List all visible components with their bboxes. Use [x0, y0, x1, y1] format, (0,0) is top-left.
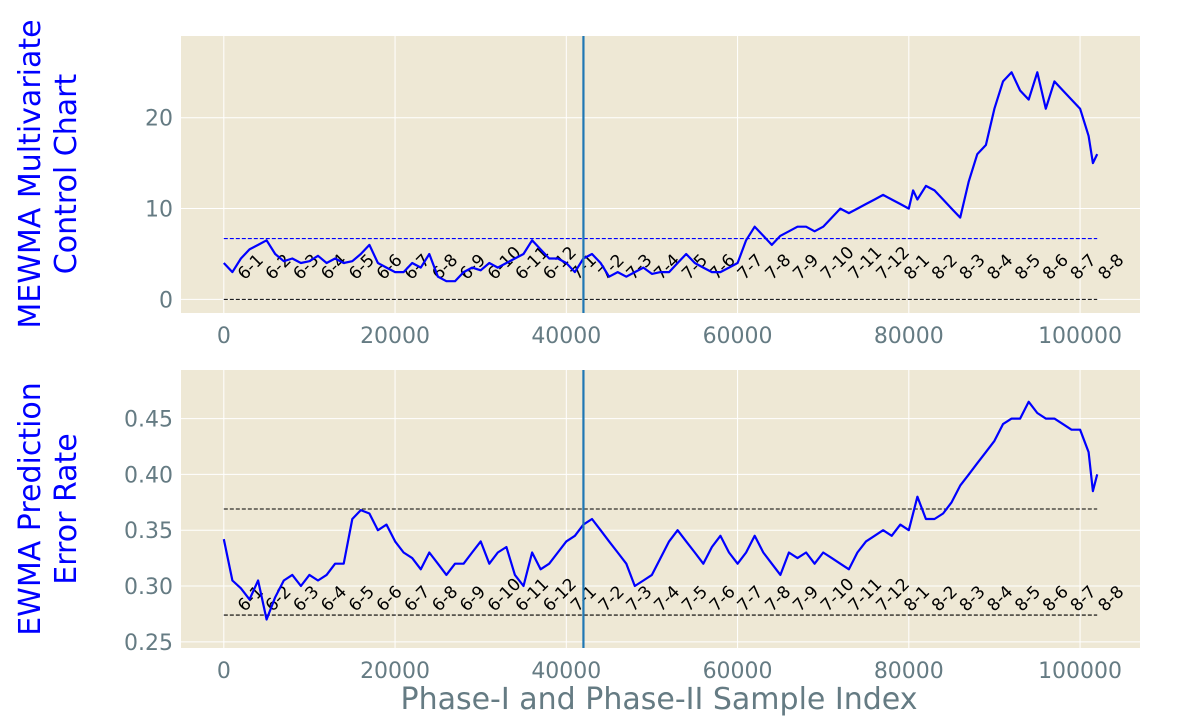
y-axis-label: MEWMA MultivariateControl Chart — [13, 19, 84, 328]
x-tick-label: 80000 — [874, 324, 944, 349]
x-tick-label: 60000 — [703, 659, 773, 684]
x-tick-label: 0 — [217, 324, 231, 349]
series-line — [222, 400, 1099, 621]
y-axis-label-line: EWMA Prediction — [13, 382, 48, 636]
x-tick-label: 80000 — [874, 659, 944, 684]
y-tick-label: 20 — [145, 107, 173, 132]
y-axis-label: EWMA PredictionError Rate — [13, 382, 84, 636]
y-tick-label: 0.35 — [124, 519, 173, 544]
x-tick-label: 60000 — [703, 324, 773, 349]
y-tick-label: 10 — [145, 198, 173, 223]
ewma-panel: 6-16-26-36-46-56-66-76-86-96-106-116-127… — [13, 370, 1140, 684]
x-axis-label: Phase-I and Phase-II Sample Index — [400, 682, 917, 717]
y-tick-label: 0.40 — [124, 463, 173, 488]
series-line — [223, 71, 1099, 283]
mewma-panel: 6-16-26-36-46-56-66-76-86-96-106-116-127… — [13, 19, 1140, 349]
x-tick-label: 20000 — [360, 324, 430, 349]
y-tick-label: 0.30 — [124, 575, 173, 600]
y-tick-label: 0.25 — [124, 631, 173, 656]
x-tick-label: 20000 — [360, 659, 430, 684]
x-tick-label: 40000 — [531, 659, 601, 684]
y-axis-label-line: Error Rate — [49, 433, 84, 584]
y-axis-label-line: Control Chart — [49, 74, 84, 275]
x-tick-label: 0 — [217, 659, 231, 684]
x-tick-label: 100000 — [1038, 659, 1122, 684]
plot-background — [181, 36, 1140, 313]
y-tick-label: 0 — [159, 288, 173, 313]
x-tick-label: 40000 — [531, 324, 601, 349]
y-axis-label-line: MEWMA Multivariate — [13, 19, 48, 328]
y-tick-label: 0.45 — [124, 408, 173, 433]
x-tick-label: 100000 — [1038, 324, 1122, 349]
